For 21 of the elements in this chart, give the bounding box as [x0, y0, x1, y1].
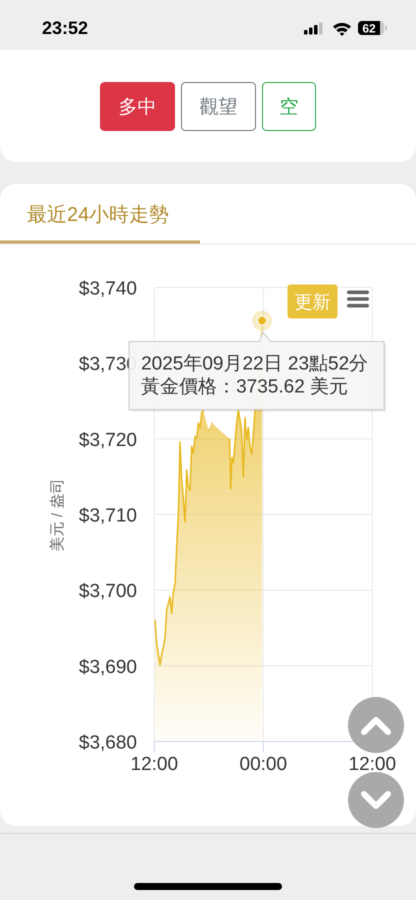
y-tick-label: $3,730 [78, 354, 137, 376]
y-axis-title: 美元 / 盎司 [49, 478, 66, 552]
x-tick-label: 12:00 [130, 754, 178, 775]
y-tick-label: $3,690 [78, 656, 137, 678]
button: 觀望 [181, 82, 256, 131]
y-tick-label: $3,710 [78, 506, 137, 526]
chart-title: 最近24小時走勢 [27, 204, 170, 226]
button: 空 [262, 82, 316, 131]
annotation: 2025年09月22日 23點52分 [141, 354, 368, 375]
annotation: 黃金價格：3735.62 美元 [141, 376, 348, 398]
annotation: 更新 [294, 292, 330, 312]
text: 23:52 [42, 18, 88, 38]
text: 62 [362, 22, 376, 36]
y-tick-label: $3,720 [78, 430, 137, 451]
y-tick-label: $3,740 [78, 278, 137, 300]
x-tick-label: 00:00 [240, 754, 288, 775]
y-tick-label: $3,700 [78, 581, 137, 602]
x-tick-label: 12:00 [348, 754, 396, 775]
y-tick-label: $3,680 [78, 732, 137, 754]
button: 多中 [100, 82, 175, 131]
refresh-button: 更新 [288, 284, 338, 318]
